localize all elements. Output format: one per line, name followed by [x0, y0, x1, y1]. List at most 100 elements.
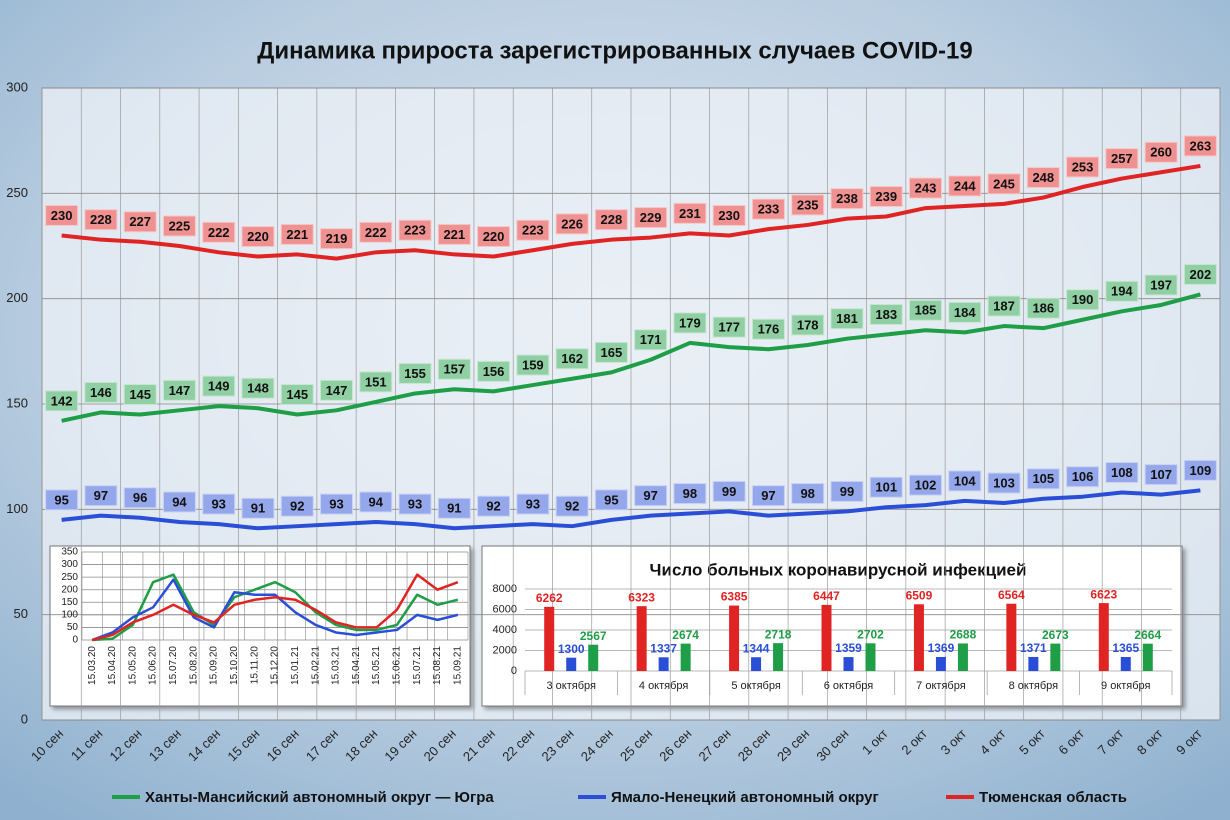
data-label: 94: [369, 494, 384, 509]
data-label: 155: [404, 366, 426, 381]
x-tick-label: 15.09.20: [209, 646, 220, 685]
data-label: 220: [483, 229, 505, 244]
data-label: 221: [443, 227, 465, 242]
data-label: 243: [915, 181, 937, 196]
data-label-box: [909, 474, 942, 496]
data-label: 147: [326, 383, 348, 398]
data-label: 235: [797, 197, 819, 212]
data-label-box: [751, 198, 785, 220]
data-label-box: [241, 497, 275, 519]
data-label-box: [751, 485, 785, 507]
data-label-box: [123, 211, 157, 233]
data-label-box: [1183, 263, 1217, 285]
data-label-box: [1026, 297, 1060, 319]
y-tick-label: 4000: [493, 624, 517, 636]
data-label: 226: [561, 216, 583, 231]
data-label: 183: [875, 307, 897, 322]
data-label-box: [634, 485, 668, 507]
data-label: 239: [875, 189, 897, 204]
data-label: 6564: [998, 588, 1025, 602]
data-label-box: [869, 186, 903, 208]
data-label-box: [830, 480, 864, 502]
y-tick-label: 250: [6, 185, 28, 200]
data-label-box: [869, 303, 903, 325]
data-label-box: [359, 221, 393, 243]
data-label: 260: [1150, 145, 1172, 160]
data-label: 104: [954, 473, 976, 488]
bar: [843, 657, 854, 671]
data-label: 219: [326, 231, 348, 246]
data-label: 228: [601, 212, 623, 227]
legend-label: Ямало-Ненецкий автономный округ: [611, 789, 879, 806]
y-tick-label: 150: [61, 597, 78, 608]
data-label: 190: [1072, 292, 1094, 307]
bar: [865, 643, 876, 671]
data-label: 222: [365, 225, 387, 240]
y-tick-label: 100: [6, 501, 28, 516]
chart-title: Динамика прироста зарегистрированных слу…: [257, 37, 972, 64]
data-label: 225: [169, 218, 191, 233]
data-label: 1369: [928, 641, 955, 655]
data-label: 145: [286, 387, 308, 402]
data-label: 142: [51, 393, 73, 408]
data-label: 2664: [1134, 628, 1161, 642]
y-tick-label: 200: [6, 290, 28, 305]
data-label: 6262: [536, 591, 563, 605]
bar: [1120, 657, 1131, 671]
data-label: 248: [1032, 170, 1054, 185]
x-tick-label: 7 октября: [916, 680, 966, 692]
data-label: 171: [640, 332, 662, 347]
x-tick-label: 15.11.20: [249, 646, 260, 685]
data-label: 94: [172, 494, 187, 509]
data-label: 165: [601, 345, 623, 360]
data-label: 151: [365, 374, 387, 389]
data-label-box: [437, 223, 471, 245]
data-label: 93: [211, 497, 225, 512]
data-label: 177: [718, 320, 740, 335]
data-label-box: [1183, 459, 1217, 481]
data-label: 162: [561, 351, 583, 366]
data-label: 92: [290, 499, 304, 514]
data-label: 178: [797, 317, 819, 332]
data-label: 6447: [813, 589, 840, 603]
data-label: 2674: [672, 628, 699, 642]
data-label: 220: [247, 229, 269, 244]
data-label-box: [1183, 135, 1217, 157]
inset-panel: [481, 545, 1183, 707]
data-label-box: [987, 173, 1021, 195]
x-tick-label: 15.10.20: [229, 646, 240, 685]
bar: [1142, 643, 1153, 671]
x-tick-label: 15.04.21: [351, 646, 362, 685]
data-label: 109: [1190, 463, 1212, 478]
bar: [821, 604, 832, 671]
x-tick-label: 15.06.21: [392, 646, 403, 685]
data-label: 2673: [1042, 628, 1069, 642]
data-label: 101: [875, 480, 897, 495]
data-label: 102: [915, 478, 937, 493]
data-label-box: [1144, 274, 1178, 296]
data-label: 223: [404, 223, 426, 238]
data-label: 97: [643, 488, 657, 503]
data-label-box: [359, 491, 393, 513]
data-label-box: [45, 204, 79, 226]
y-tick-label: 300: [61, 559, 78, 570]
data-label-box: [84, 485, 118, 507]
data-label: 145: [129, 387, 151, 402]
bar: [1028, 656, 1039, 671]
data-label-box: [948, 301, 982, 323]
data-label-box: [751, 318, 785, 340]
data-label-box: [202, 375, 236, 397]
data-label: 148: [247, 381, 269, 396]
data-label: 1337: [650, 641, 677, 655]
data-label-box: [712, 316, 746, 338]
bar: [658, 657, 669, 671]
data-label-box: [1066, 289, 1100, 311]
x-tick-label: 15.08.21: [432, 646, 443, 685]
data-label-box: [280, 384, 314, 406]
data-label: 99: [840, 484, 854, 499]
y-tick-label: 0: [21, 711, 28, 726]
data-label: 97: [94, 488, 108, 503]
data-label-box: [712, 480, 746, 502]
data-label-box: [1026, 167, 1060, 189]
y-tick-label: 350: [61, 547, 78, 558]
